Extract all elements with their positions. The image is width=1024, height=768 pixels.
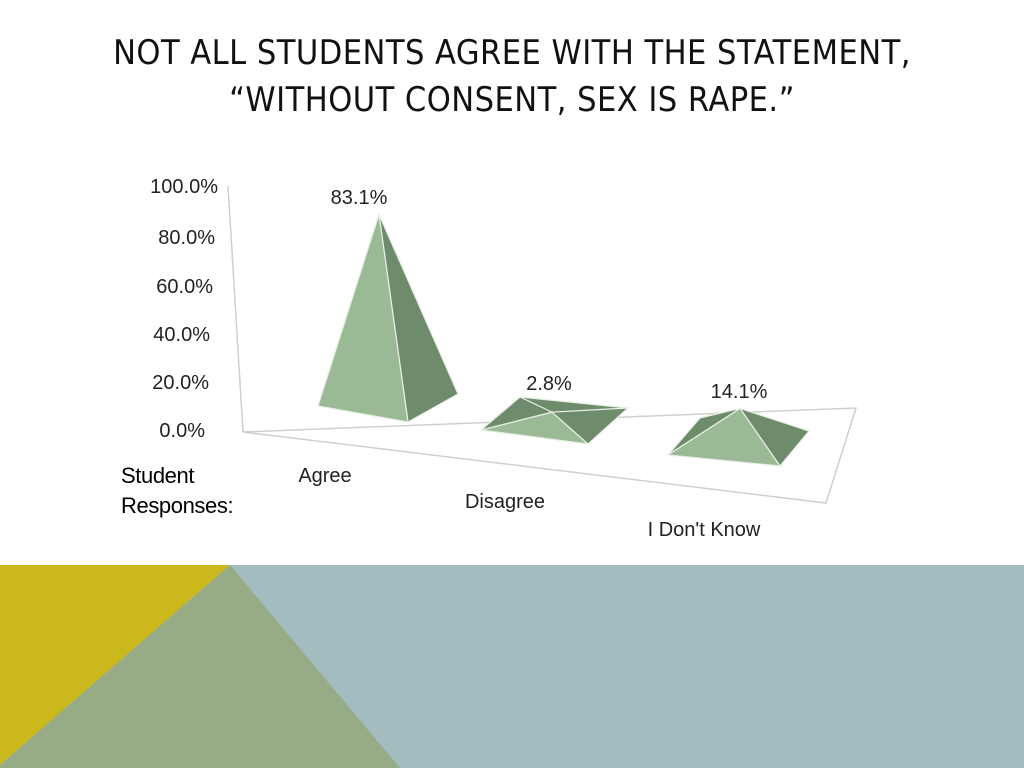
chart-labels: 83.1% 2.8% 14.1% Agree Disagree I Don't Know [298,187,767,541]
pyramid-1 [316,214,459,423]
pyramid-right-face [550,407,630,445]
pyramid-chart: 0.0% 20.0% 40.0% 60.0% 80.0% 100.0% 83.1% 2.8%… [150,176,858,541]
y-tick-label: 0.0% [159,420,205,442]
title-line-2: “WITHOUT CONSENT, SEX IS RAPE.” [229,80,795,120]
data-label: 14.1% [711,381,768,403]
responses-label-line-1: Student [121,463,195,488]
responses-label: Student Responses: [121,461,234,521]
responses-label-line-2: Responses: [121,493,234,518]
y-tick-label: 40.0% [153,324,210,346]
category-label: I Don't Know [648,519,761,541]
chart-marks [316,214,811,467]
y-axis-line [227,185,244,433]
pyramid-3 [666,407,811,467]
category-label: Agree [298,465,351,487]
pyramid-2 [479,396,630,445]
title-line-1: NOT ALL STUDENTS AGREE WITH THE STATEMEN… [113,33,911,73]
pyramid-front-face [317,214,409,423]
category-label: Disagree [465,491,545,513]
y-tick-label: 100.0% [150,176,218,198]
band-sage-triangle [0,565,400,768]
slide-title: NOT ALL STUDENTS AGREE WITH THE STATEMEN… [87,30,937,124]
y-tick-label: 20.0% [152,372,209,394]
y-axis-ticks: 0.0% 20.0% 40.0% 60.0% 80.0% 100.0% [150,176,218,442]
footer-band [0,565,1024,768]
pyramid-front-face [666,407,782,467]
data-label: 2.8% [526,373,572,395]
y-tick-label: 60.0% [156,276,213,298]
pyramid-back-face [480,396,554,431]
data-label: 83.1% [331,187,388,209]
y-tick-label: 80.0% [158,227,215,249]
